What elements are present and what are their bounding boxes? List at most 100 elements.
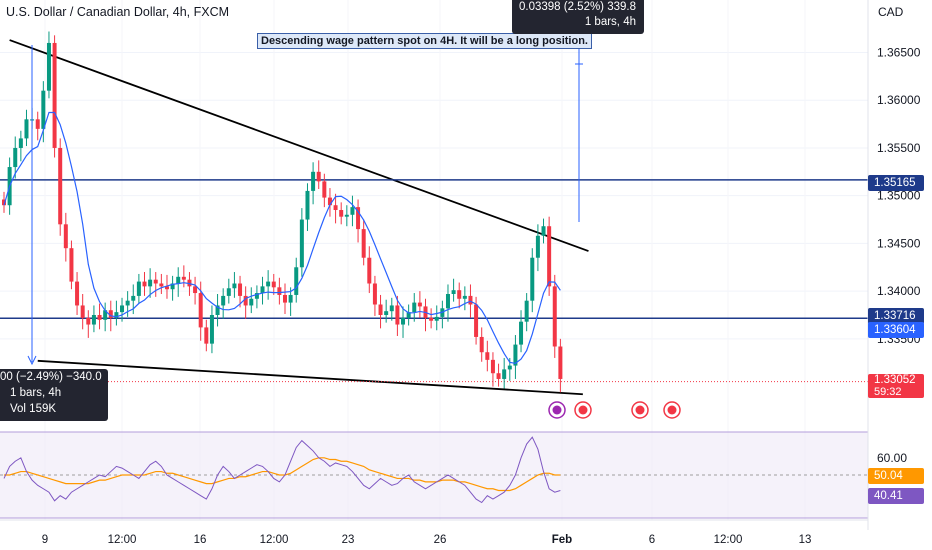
price-axis[interactable]: 1.36500 1.36000 1.35500 1.35000 1.34500 1.340…	[867, 0, 921, 530]
candle-body	[429, 317, 434, 321]
candle-body	[204, 327, 209, 344]
trendline-upper	[9, 39, 589, 252]
us-flag-icon-2	[631, 401, 649, 419]
candle-body	[389, 305, 394, 312]
candle-body	[333, 205, 338, 210]
currency-label: CAD	[878, 5, 904, 19]
ma-price-tag[interactable]: 1.33604	[868, 322, 924, 338]
us-flag-icon-2-dot	[635, 405, 645, 415]
candle-body	[350, 207, 355, 215]
candle-body	[254, 293, 259, 299]
price-tick-label: 1.34000	[877, 284, 921, 298]
candle-body	[209, 315, 214, 344]
measure-down-volume: Vol 159K	[10, 403, 57, 415]
rsi-ma-tag: 50.04	[868, 468, 924, 484]
us-flag-icon	[574, 401, 592, 419]
candle-body	[108, 310, 113, 318]
candle-body	[142, 281, 147, 287]
measure-up-change: 0.03398 (2.52%) 339.8	[518, 1, 636, 13]
time-axis[interactable]: 9 12:00 16 12:00 23 26 Feb 6 12:00 13	[0, 519, 868, 546]
candle-body	[294, 267, 299, 295]
candle-body	[462, 295, 467, 299]
earnings-icon	[548, 401, 566, 419]
candle-body	[120, 305, 125, 313]
candle-body	[58, 147, 63, 225]
candle-body	[114, 312, 119, 318]
symbol-title[interactable]: U.S. Dollar / Canadian Dollar, 4h, FXCM	[6, 5, 230, 19]
candle-body	[457, 290, 462, 299]
candle-body	[384, 311, 389, 315]
bar-countdown: 59:32	[874, 386, 902, 398]
candle-body	[75, 281, 80, 306]
last-price-value: 1.33052	[874, 374, 916, 386]
price-tick-label: 1.36500	[877, 46, 921, 60]
candle-body	[502, 369, 507, 379]
candle-body	[327, 197, 332, 206]
candle-body	[136, 281, 141, 296]
resistance-price-tag[interactable]: 1.35165	[868, 175, 924, 191]
candle-body	[243, 295, 248, 306]
candle-body	[131, 295, 136, 301]
time-tick-label: 12:00	[108, 534, 137, 546]
candle-body	[451, 290, 456, 294]
candle-body	[46, 42, 51, 91]
price-tick-label: 1.34500	[877, 236, 921, 250]
measure-up-bars: 1 bars, 4h	[584, 16, 636, 28]
measure-tooltip-down: 00 (−2.49%) −340.0 1 bars, 4h Vol 159K	[0, 369, 108, 421]
candle-body	[474, 304, 479, 337]
event-icons[interactable]	[548, 401, 681, 419]
rsi-line	[3, 436, 561, 504]
candle-body	[367, 257, 372, 284]
candle-body	[80, 305, 85, 318]
candle-body	[18, 138, 23, 148]
candle-body	[249, 298, 254, 306]
last-price-tag[interactable]: 1.33052 59:32	[868, 374, 924, 398]
candle-body	[468, 295, 473, 305]
candle-body	[524, 300, 529, 322]
measure-down-change: 00 (−2.49%) −340.0	[0, 371, 102, 383]
candle-body	[485, 352, 490, 360]
candle-body	[406, 312, 411, 318]
candle-body	[97, 315, 102, 320]
candle-body	[344, 214, 349, 217]
candle-body	[490, 359, 495, 374]
candle-body	[479, 336, 484, 353]
candle-body	[238, 283, 243, 296]
candle-body	[266, 281, 271, 287]
candle-body	[2, 199, 6, 206]
candle-body	[86, 317, 91, 325]
candle-body	[507, 365, 512, 370]
candle-body	[445, 294, 450, 309]
candle-body	[41, 90, 46, 129]
time-tick-label: 26	[434, 534, 447, 546]
measure-down-arrow	[27, 355, 37, 366]
time-tick-label: 12:00	[260, 534, 289, 546]
price-tick-label: 1.35500	[877, 141, 921, 155]
candle-body	[283, 294, 287, 303]
annotation-callout[interactable]: Descending wage pattern spot on 4H. It w…	[257, 33, 592, 49]
candle-body	[35, 119, 40, 129]
rsi-pane: 60.00	[0, 431, 907, 519]
horizontal-levels	[0, 179, 868, 383]
candle-body	[91, 315, 96, 325]
us-flag-icon-dot	[578, 405, 588, 415]
candle-body	[63, 224, 68, 249]
candle-body	[372, 283, 377, 305]
support-price-tag[interactable]: 1.33716	[868, 308, 924, 324]
candle-body	[226, 288, 231, 296]
moving-average-series	[3, 111, 561, 365]
trendline-lower	[37, 359, 583, 396]
time-tick-label: 16	[194, 534, 207, 546]
time-tick-label: 9	[42, 534, 48, 546]
candle-body	[412, 302, 417, 313]
candle-body	[305, 190, 310, 220]
candle-body	[148, 279, 153, 287]
rsi-value-tag: 40.41	[868, 488, 924, 504]
candle-body	[361, 229, 366, 258]
time-tick-label: 23	[342, 534, 355, 546]
rsi-ma-line	[4, 457, 561, 492]
measure-lines	[27, 34, 583, 366]
candle-body	[288, 294, 293, 303]
candle-body	[434, 316, 439, 321]
